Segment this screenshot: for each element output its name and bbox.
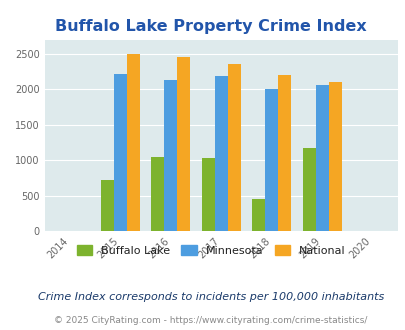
- Bar: [177, 57, 190, 231]
- Text: Buffalo Lake Property Crime Index: Buffalo Lake Property Crime Index: [55, 19, 366, 34]
- Text: Crime Index corresponds to incidents per 100,000 inhabitants: Crime Index corresponds to incidents per…: [38, 292, 383, 302]
- Bar: [264, 89, 277, 231]
- Bar: [214, 76, 227, 231]
- Text: © 2025 CityRating.com - https://www.cityrating.com/crime-statistics/: © 2025 CityRating.com - https://www.city…: [54, 315, 367, 325]
- Bar: [302, 148, 315, 231]
- Bar: [315, 84, 328, 231]
- Bar: [277, 75, 291, 231]
- Bar: [127, 54, 140, 231]
- Bar: [100, 180, 113, 231]
- Legend: Buffalo Lake, Minnesota, National: Buffalo Lake, Minnesota, National: [72, 241, 349, 260]
- Bar: [201, 158, 214, 231]
- Bar: [113, 74, 127, 231]
- Bar: [151, 157, 164, 231]
- Bar: [227, 64, 240, 231]
- Bar: [164, 80, 177, 231]
- Bar: [328, 82, 341, 231]
- Bar: [252, 199, 264, 231]
